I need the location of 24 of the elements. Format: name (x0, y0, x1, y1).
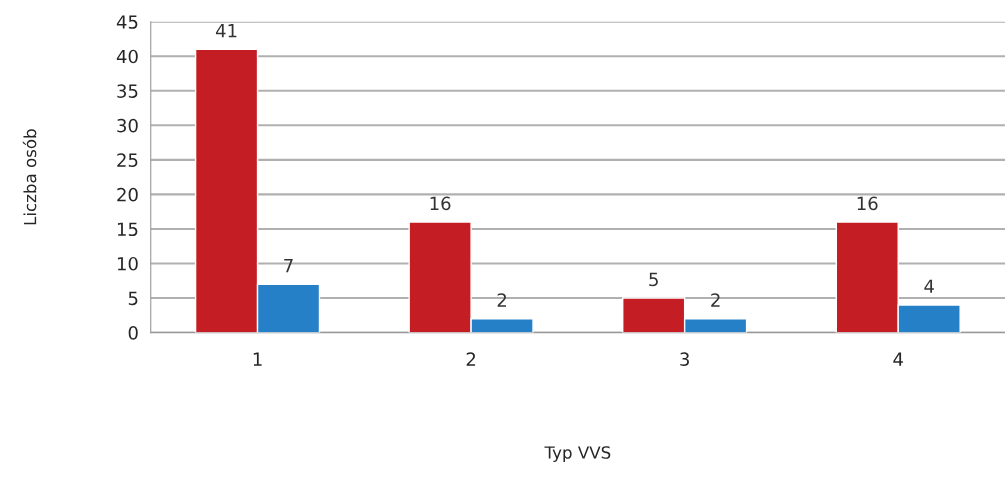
data-label: 2 (497, 293, 506, 307)
y-tick-label: 40 (116, 49, 138, 64)
y-tick-label: 0 (128, 326, 138, 340)
y-tick-label: 35 (117, 84, 138, 98)
y-tick-label: 45 (116, 15, 138, 29)
data-label: 4 (924, 279, 934, 293)
y-tick-label: 15 (117, 222, 138, 237)
data-label: 16 (430, 196, 451, 211)
data-label: 41 (215, 24, 237, 38)
y-tick-label: 10 (117, 256, 138, 271)
data-label: 5 (649, 272, 658, 287)
y-tick-label: 30 (117, 118, 138, 133)
x-tick-label: 2 (466, 352, 476, 366)
y-tick-label: 25 (117, 153, 138, 167)
data-label: 16 (857, 196, 878, 211)
y-axis-title: Liczba osób (22, 129, 37, 225)
y-tick-label: 5 (128, 291, 138, 306)
y-tick-label: 20 (117, 187, 138, 202)
x-axis-title: Typ VVS (544, 446, 611, 463)
data-label: 2 (711, 293, 720, 307)
data-label: 7 (284, 258, 293, 273)
x-tick-label: 3 (680, 352, 689, 366)
x-tick-label: 1 (253, 352, 262, 366)
x-tick-label: 4 (893, 352, 903, 366)
